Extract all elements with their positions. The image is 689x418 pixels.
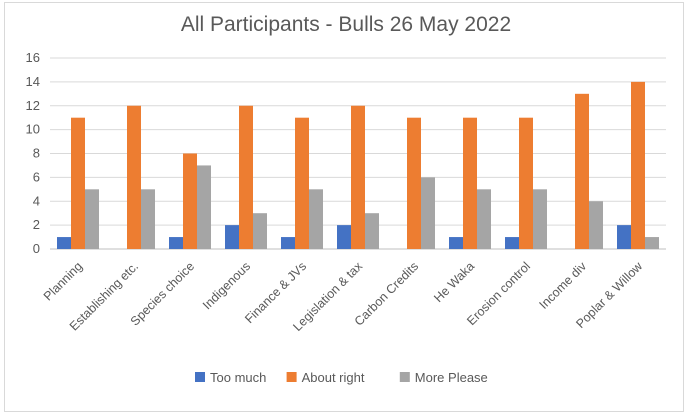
bar-about-right [631, 81, 645, 249]
bar-too-much [57, 237, 71, 249]
bar-more-please [197, 165, 211, 249]
bar-about-right [295, 117, 309, 249]
bar-too-much [281, 237, 295, 249]
bar-about-right [127, 105, 141, 249]
y-tick-label: 12 [26, 98, 40, 113]
bar-about-right [239, 105, 253, 249]
bar-more-please [645, 237, 659, 249]
legend-label: Too much [210, 370, 266, 385]
legend-swatch [399, 372, 410, 382]
bar-more-please [589, 201, 603, 249]
legend-label: About right [302, 370, 365, 385]
y-tick-label: 4 [33, 193, 40, 208]
bar-about-right [407, 117, 421, 249]
chart-title: All Participants - Bulls 26 May 2022 [181, 13, 511, 36]
bar-about-right [519, 117, 533, 249]
y-tick-label: 10 [26, 122, 40, 137]
bar-about-right [351, 105, 365, 249]
legend-swatch [286, 372, 297, 382]
bars [57, 81, 659, 249]
bar-too-much [225, 225, 239, 249]
bar-about-right [575, 93, 589, 249]
bar-too-much [505, 237, 519, 249]
bar-too-much [449, 237, 463, 249]
y-tick-label: 2 [33, 217, 40, 232]
legend: Too much About right More Please [195, 370, 488, 385]
legend-label: More Please [415, 370, 488, 385]
x-tick-label: Indigenous [200, 259, 253, 312]
x-tick-label: Income div [536, 259, 589, 312]
bar-more-please [85, 189, 99, 249]
bar-more-please [477, 189, 491, 249]
bar-more-please [141, 189, 155, 249]
bar-about-right [183, 153, 197, 249]
y-tick-label: 16 [26, 50, 40, 65]
chart-frame [4, 2, 684, 412]
bar-about-right [463, 117, 477, 249]
y-axis: 0 2 4 6 8 10 12 14 16 [26, 50, 40, 256]
y-tick-label: 14 [26, 74, 40, 89]
bar-too-much [169, 237, 183, 249]
x-tick-label: Planning [41, 259, 85, 303]
bar-about-right [71, 117, 85, 249]
bar-too-much [337, 225, 351, 249]
bar-more-please [533, 189, 547, 249]
bar-more-please [365, 213, 379, 249]
y-tick-label: 8 [33, 146, 40, 161]
bar-more-please [309, 189, 323, 249]
legend-swatch [195, 372, 205, 382]
bar-more-please [421, 177, 435, 249]
y-tick-label: 6 [33, 169, 40, 184]
x-tick-label: He Waka [431, 259, 477, 305]
bar-too-much [617, 225, 631, 249]
bar-more-please [253, 213, 267, 249]
y-tick-label: 0 [33, 241, 40, 256]
